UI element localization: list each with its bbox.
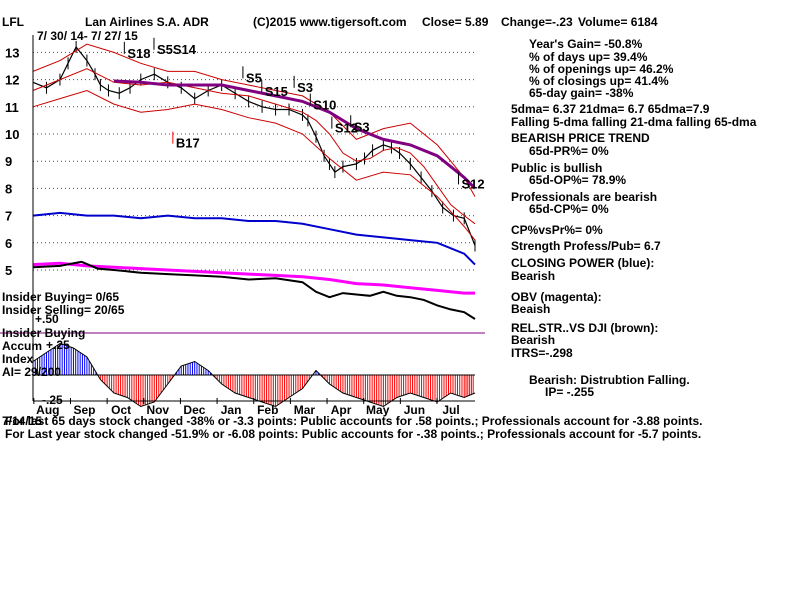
y-tick-label: 10 bbox=[5, 127, 19, 142]
x-tick-label: Mar bbox=[294, 403, 316, 417]
accum-index-bars bbox=[32, 343, 474, 407]
insider-buying-section: Insider Buying bbox=[2, 326, 86, 340]
stat-line: CLOSING POWER (blue): bbox=[511, 256, 655, 270]
insider-selling: Insider Selling= 20/65 bbox=[2, 303, 125, 317]
y-tick-label: 7 bbox=[5, 209, 12, 224]
series-rel-str bbox=[32, 260, 476, 320]
x-axis-labels: Aug Sep Oct Nov Dec Jan Feb Mar Apr May Jun Jul bbox=[33, 398, 460, 417]
stat-line: % of days up= 39.4% bbox=[529, 50, 648, 64]
stat-line: BEARISH PRICE TREND bbox=[511, 131, 650, 145]
accum-index-label: Index bbox=[2, 352, 34, 366]
stat-line: Bearish bbox=[511, 269, 556, 283]
series-accum-index bbox=[32, 342, 476, 408]
signal-label: S3 bbox=[354, 119, 370, 134]
series-ma21-upper bbox=[32, 43, 476, 197]
y-tick-label: 13 bbox=[5, 45, 19, 60]
y-tick-label: 8 bbox=[5, 181, 12, 196]
footer-line-2: For Last year stock changed -51.9% or -6… bbox=[5, 427, 702, 441]
series-ma21-lower bbox=[32, 89, 476, 241]
accum-plus50: +.50 bbox=[35, 312, 59, 326]
stat-line: OBV (magenta): bbox=[511, 290, 602, 304]
series-closing-power bbox=[32, 211, 476, 266]
signal-label: S3 bbox=[297, 80, 313, 95]
signal-label: S5 bbox=[246, 70, 262, 85]
x-tick-label: Sep bbox=[73, 403, 95, 417]
accum-minus25: -.25 bbox=[42, 393, 63, 407]
company-name: Lan Airlines S.A. ADR bbox=[85, 15, 209, 29]
x-tick-label: Feb bbox=[257, 403, 278, 417]
stat-line: Beaish bbox=[511, 302, 551, 316]
stat-line: CP%vsPr%= 0% bbox=[511, 223, 603, 237]
stat-line: % of openings up= 46.2% bbox=[529, 62, 674, 76]
accum-plus25: +.25 bbox=[46, 338, 70, 352]
y-tick-label: 12 bbox=[5, 73, 19, 88]
stat-line: Professionals are bearish bbox=[511, 190, 658, 204]
stat-line: IP= -.255 bbox=[545, 385, 595, 399]
y-tick-label: 6 bbox=[5, 236, 12, 251]
stat-line: ITRS=-.298 bbox=[511, 346, 573, 360]
series-obv bbox=[32, 261, 475, 295]
insider-buying: Insider Buying= 0/65 bbox=[2, 290, 120, 304]
stat-line: Bearish: Distrubtion Falling. bbox=[529, 373, 690, 387]
stat-line: % of closings up= 41.4% bbox=[529, 74, 669, 88]
chart-series bbox=[32, 40, 477, 408]
x-tick-label: Jul bbox=[442, 403, 459, 417]
x-tick-label: May bbox=[366, 403, 390, 417]
signal-label: S18 bbox=[127, 46, 150, 61]
y-tick-label: 9 bbox=[5, 154, 12, 169]
signal-label: S10 bbox=[313, 98, 336, 113]
stat-line: Public is bullish bbox=[511, 161, 603, 175]
stat-line: 65d-PR%= 0% bbox=[529, 144, 609, 158]
series-ma21 bbox=[32, 68, 476, 225]
x-tick-label: Jan bbox=[221, 403, 242, 417]
signal-label: S15 bbox=[265, 84, 288, 99]
series-ma65 bbox=[113, 79, 477, 190]
stat-line: Strength Profess/Pub= 6.7 bbox=[511, 239, 661, 253]
y-axis-labels: 5 6 7 8 9 10 11 12 13 bbox=[5, 45, 19, 278]
y-tick-label: 5 bbox=[5, 263, 12, 278]
signal-label: S5S14 bbox=[157, 42, 197, 57]
x-tick-label: Jun bbox=[404, 403, 425, 417]
footer-line-1: For last 65 days stock changed -38% or -… bbox=[5, 414, 703, 428]
close-value: Close= 5.89 bbox=[422, 15, 489, 29]
stat-line: Year's Gain= -50.8% bbox=[529, 37, 643, 51]
stat-line: 65-day gain= -38% bbox=[529, 86, 634, 100]
change-value: Change=-.23 bbox=[501, 15, 573, 29]
accum-title: Accum bbox=[2, 339, 43, 353]
price-grid bbox=[33, 51, 475, 271]
x-tick-label: Apr bbox=[331, 403, 352, 417]
stat-line: 65d-CP%= 0% bbox=[529, 202, 609, 216]
x-tick-label: Aug bbox=[36, 403, 59, 417]
stat-line: Bearish bbox=[511, 333, 556, 347]
stat-line: REL.STR..VS DJI (brown): bbox=[511, 321, 659, 335]
x-tick-label: Dec bbox=[183, 403, 205, 417]
stat-line: 5dma= 6.37 21dma= 6.7 65dma=7.9 bbox=[511, 102, 710, 116]
signal-label: S12 bbox=[462, 176, 485, 191]
y-tick-label: 11 bbox=[5, 100, 19, 115]
date-range: 7/ 30/ 14- 7/ 27/ 15 bbox=[37, 29, 138, 43]
footer-overlap: 7/14/15 bbox=[2, 414, 43, 428]
ticker: LFL bbox=[2, 15, 24, 29]
signal-label: S12 bbox=[335, 121, 358, 136]
stat-line: 65d-OP%= 78.9% bbox=[529, 173, 627, 187]
copyright: (C)2015 www.tigersoft.com bbox=[253, 15, 407, 29]
x-tick-label: Oct bbox=[111, 403, 131, 417]
stat-line: Falling 5-dma falling 21-dma falling 65-… bbox=[511, 115, 757, 129]
volume-value: Volume= 6184 bbox=[578, 15, 658, 29]
accum-ai: AI= 29/200 bbox=[2, 365, 62, 379]
signal-label: B17 bbox=[176, 136, 200, 151]
x-tick-label: Nov bbox=[146, 403, 169, 417]
